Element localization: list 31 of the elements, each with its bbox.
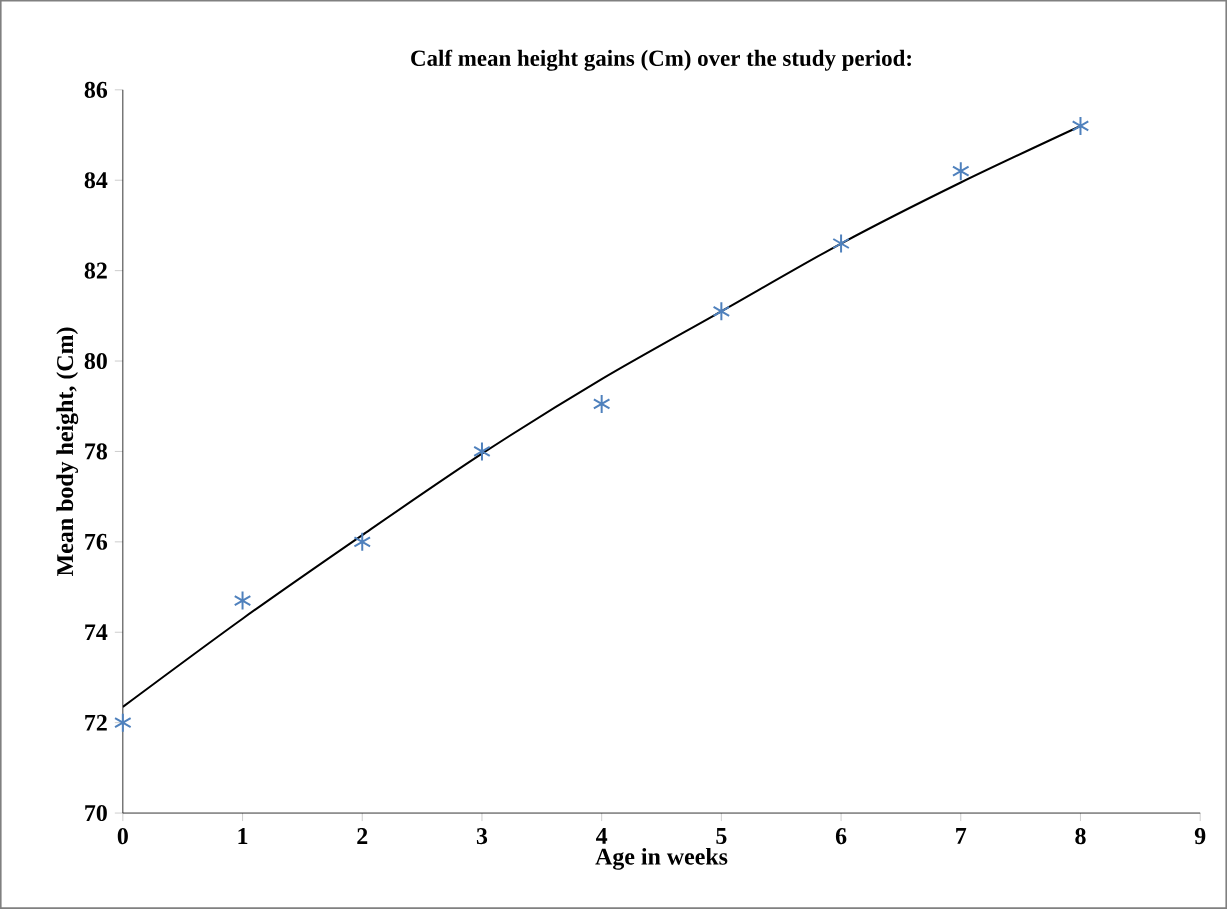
- x-tick-label: 3: [476, 828, 488, 845]
- point: [233, 590, 252, 611]
- y-tick-label: 84: [84, 172, 108, 189]
- x-tick-label: 5: [716, 828, 727, 845]
- point: [951, 161, 970, 182]
- x-tick-label: 2: [357, 828, 368, 844]
- x-tick-label: 9: [1194, 828, 1206, 845]
- y-tick-label: 72: [85, 714, 107, 731]
- chart-title: Calf mean height gains (Cm) over the study period:: [411, 49, 911, 71]
- y-tick-label: 70: [85, 805, 107, 822]
- point: [114, 712, 132, 733]
- y-tick-label: 74: [85, 624, 108, 641]
- y-tick-label: 76: [85, 533, 108, 550]
- x-tick-label: 4: [596, 828, 608, 844]
- y-tick-label: 82: [84, 262, 107, 279]
- x-tick-label: 8: [1075, 828, 1086, 845]
- point: [832, 233, 850, 254]
- x-tick-label: 1: [238, 828, 248, 844]
- y-tick-label: 80: [84, 353, 107, 370]
- x-axis-title: Age in weeks: [595, 847, 728, 870]
- y-tick-label: 86: [84, 81, 108, 98]
- point: [712, 301, 731, 322]
- y-axis-title: Mean body height, (Cm): [56, 327, 79, 576]
- x-tick-label: 7: [956, 828, 967, 844]
- point: [473, 441, 491, 462]
- y-tick-label: 78: [85, 443, 107, 460]
- x-tick-label: 0: [117, 828, 128, 845]
- point: [1071, 116, 1090, 137]
- point: [592, 394, 611, 415]
- x-tick-label: 6: [835, 828, 847, 845]
- point: [353, 531, 372, 552]
